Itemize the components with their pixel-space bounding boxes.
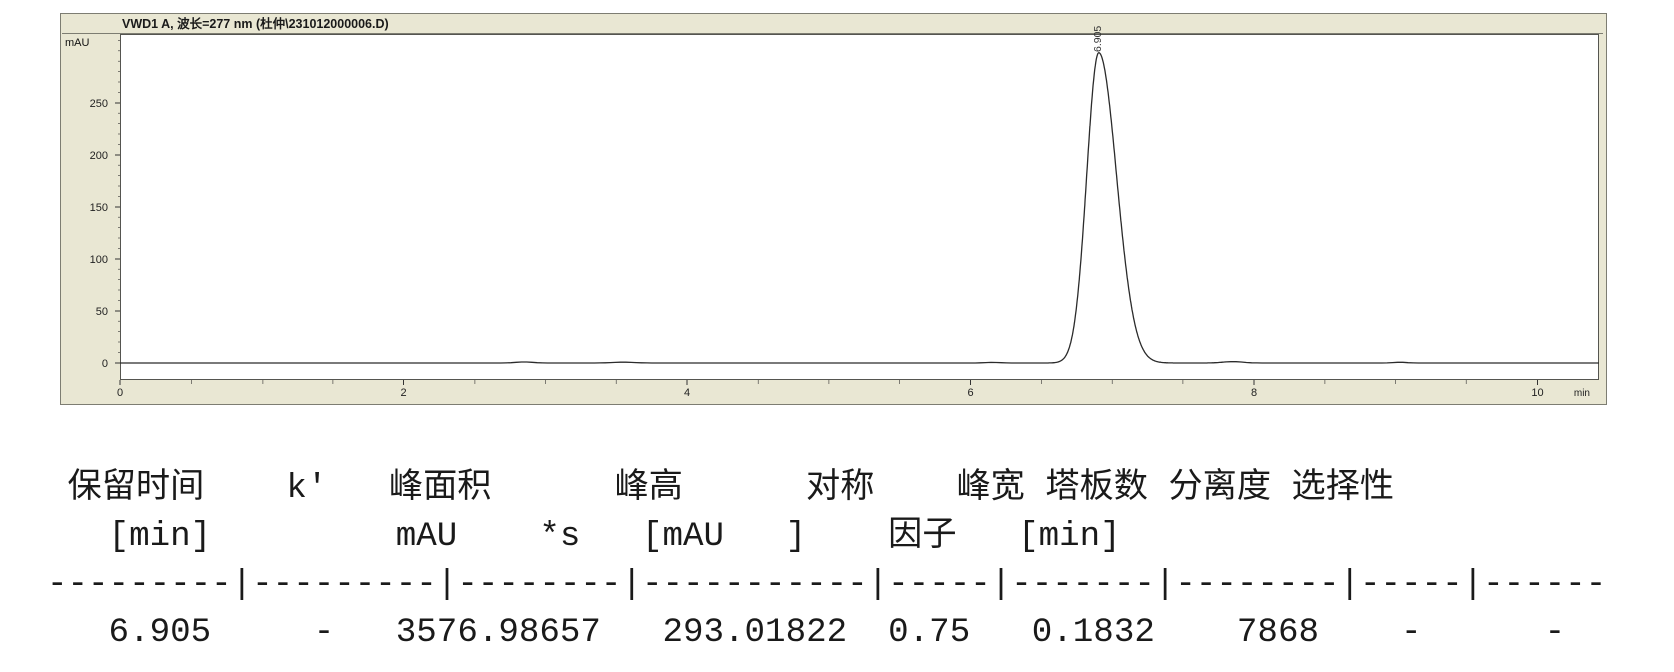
svg-text:100: 100 — [90, 254, 108, 266]
svg-text:6: 6 — [967, 387, 973, 399]
svg-text:10: 10 — [1531, 387, 1543, 399]
svg-text:50: 50 — [96, 306, 108, 318]
svg-text:6.905: 6.905 — [1092, 26, 1104, 52]
svg-text:200: 200 — [90, 150, 108, 162]
svg-text:250: 250 — [90, 98, 108, 110]
svg-text:0: 0 — [102, 358, 108, 370]
svg-text:min: min — [1574, 388, 1590, 399]
svg-text:8: 8 — [1251, 387, 1257, 399]
svg-text:0: 0 — [117, 387, 123, 399]
svg-text:2: 2 — [400, 387, 406, 399]
svg-text:150: 150 — [90, 202, 108, 214]
svg-text:4: 4 — [684, 387, 690, 399]
